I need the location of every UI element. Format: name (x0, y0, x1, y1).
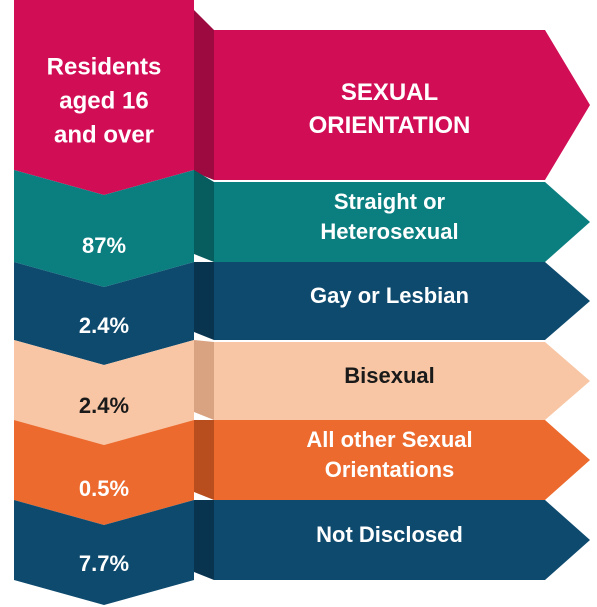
row-value: 0.5% (79, 476, 129, 501)
header-label: Residents (47, 53, 162, 80)
chevron (14, 262, 194, 365)
row-value: 87% (82, 233, 126, 258)
row-label: Bisexual (344, 363, 435, 388)
chevron (14, 340, 194, 445)
row-label: Orientations (325, 457, 455, 482)
row-label: Straight or (334, 189, 446, 214)
row-value: 2.4% (79, 313, 129, 338)
arrow (214, 262, 590, 340)
row-label: Heterosexual (320, 219, 458, 244)
row-value: 7.7% (79, 551, 129, 576)
row-label: All other Sexual (306, 427, 472, 452)
chevron (14, 500, 194, 605)
fold (194, 500, 214, 580)
fold (194, 340, 214, 420)
arrow (214, 182, 590, 262)
header-label: aged 16 (59, 87, 148, 114)
fold (194, 262, 214, 340)
chevron (14, 170, 194, 287)
row-label: Not Disclosed (316, 522, 463, 547)
fold (194, 10, 214, 180)
arrow (214, 420, 590, 500)
row-value: 2.4% (79, 393, 129, 418)
arrow (214, 30, 590, 180)
header-label: and over (54, 121, 154, 148)
header-title: ORIENTATION (309, 112, 471, 139)
fold (194, 420, 214, 500)
chevron (14, 0, 194, 195)
row-label: Gay or Lesbian (310, 283, 469, 308)
fold (194, 170, 214, 262)
arrow (214, 500, 590, 580)
header-title: SEXUAL (341, 79, 438, 106)
chevron (14, 420, 194, 525)
arrow (214, 342, 590, 420)
